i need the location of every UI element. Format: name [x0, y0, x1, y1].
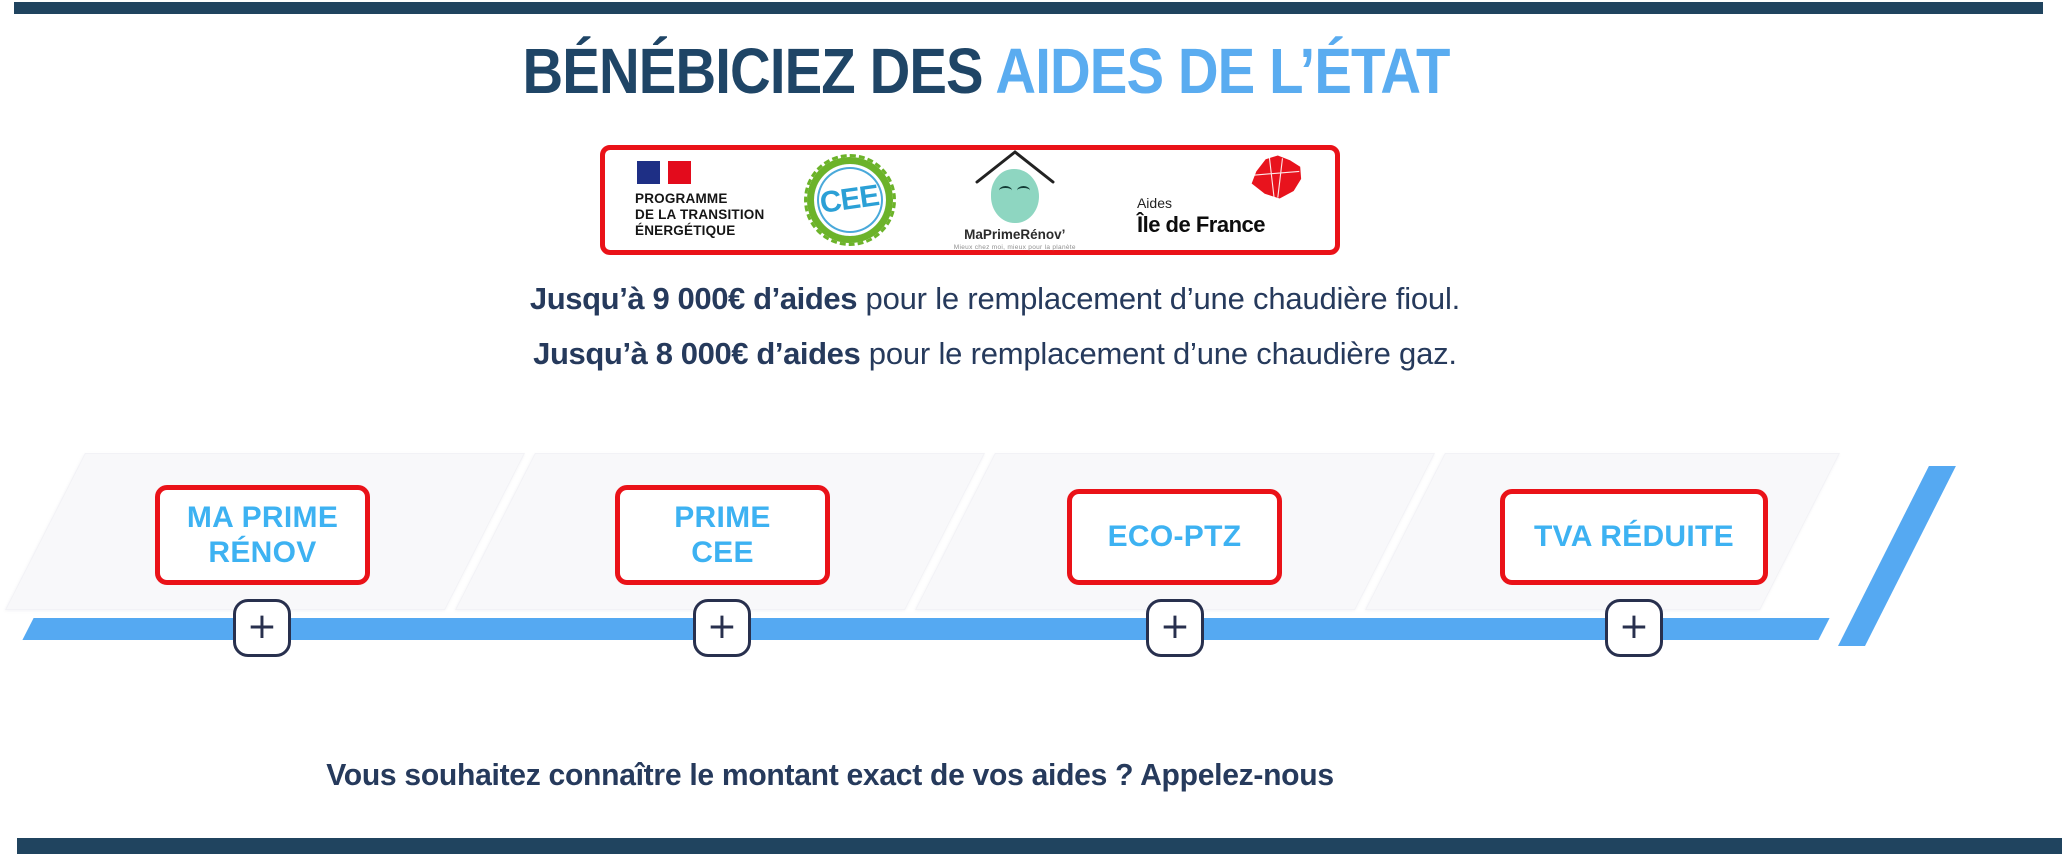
cee-label: CEE — [818, 179, 881, 220]
aid-box-eco-ptz: ECO-PTZ — [1067, 489, 1282, 585]
maprimerenov-face-icon — [990, 169, 1039, 223]
programme-line2: DE LA TRANSITION — [635, 206, 765, 222]
maprimerenov-logo: MaPrimeRénov’ Mieux chez moi, mieux pour… — [935, 149, 1095, 251]
idf-aides-label: Aides — [1136, 195, 1172, 211]
ile-de-france-map-icon — [1251, 155, 1302, 199]
timeline-bar — [22, 618, 1830, 640]
french-flag-icon — [637, 160, 764, 184]
benefit-fioul-amount: Jusqu’à 9 000€ d’aides — [529, 281, 858, 316]
aid-label-line: MA PRIME — [186, 500, 339, 534]
benefit-line-fioul: Jusqu’à 9 000€ d’aides pour le remplacem… — [0, 281, 2026, 317]
aid-box-prime-cee: PRIME CEE — [615, 485, 830, 585]
top-divider-bar — [14, 2, 2043, 14]
page-title-blue: AIDES DE L’ÉTAT — [995, 35, 1450, 107]
expand-eco-ptz-button[interactable]: + — [1146, 599, 1204, 657]
expand-prime-cee-button[interactable]: + — [693, 599, 751, 657]
aid-label-line: PRIME — [674, 500, 771, 534]
aides-ile-de-france-logo: Aides Île de France — [1137, 154, 1305, 246]
cta-text: Vous souhaitez connaître le montant exac… — [326, 757, 1334, 792]
aid-label-line: ECO-PTZ — [1107, 520, 1242, 554]
page-title: BÉNÉBICIEZ DES AIDES DE L’ÉTAT — [79, 34, 1894, 108]
programme-line3: ÉNERGÉTIQUE — [635, 223, 736, 239]
page-title-dark: BÉNÉBICIEZ DES — [522, 35, 996, 107]
aid-label-line: RÉNOV — [208, 536, 317, 569]
maprimerenov-tagline: Mieux chez moi, mieux pour la planète — [953, 244, 1076, 251]
expand-tva-reduite-button[interactable]: + — [1605, 599, 1663, 657]
benefit-gaz-text: pour le remplacement d’une chaudière gaz… — [860, 336, 1457, 371]
benefit-fioul-text: pour le remplacement d’une chaudière fio… — [857, 281, 1461, 316]
benefit-gaz-amount: Jusqu’à 8 000€ d’aides — [533, 336, 861, 371]
expand-ma-prime-renov-button[interactable]: + — [233, 599, 291, 657]
aid-box-ma-prime-renov: MA PRIME RÉNOV — [155, 485, 370, 585]
programme-line1: PROGRAMME — [635, 190, 728, 206]
maprimerenov-name: MaPrimeRénov’ — [964, 227, 1066, 242]
roof-icon — [975, 150, 1055, 184]
timeline-end-swoosh — [1838, 466, 1956, 646]
partner-logos-strip: PROGRAMME DE LA TRANSITION ÉNERGÉTIQUE C… — [600, 145, 1340, 255]
cee-badge-icon: CEE — [803, 154, 896, 246]
programme-transition-energetique-logo: PROGRAMME DE LA TRANSITION ÉNERGÉTIQUE — [635, 160, 765, 240]
aid-label-line: CEE — [691, 536, 754, 569]
idf-region-label: Île de France — [1136, 212, 1266, 237]
bottom-divider-bar — [17, 838, 2062, 854]
aid-label-line: TVA RÉDUITE — [1534, 520, 1734, 554]
aid-box-tva-reduite: TVA RÉDUITE — [1500, 489, 1768, 585]
benefit-line-gaz: Jusqu’à 8 000€ d’aides pour le remplacem… — [0, 336, 2026, 372]
